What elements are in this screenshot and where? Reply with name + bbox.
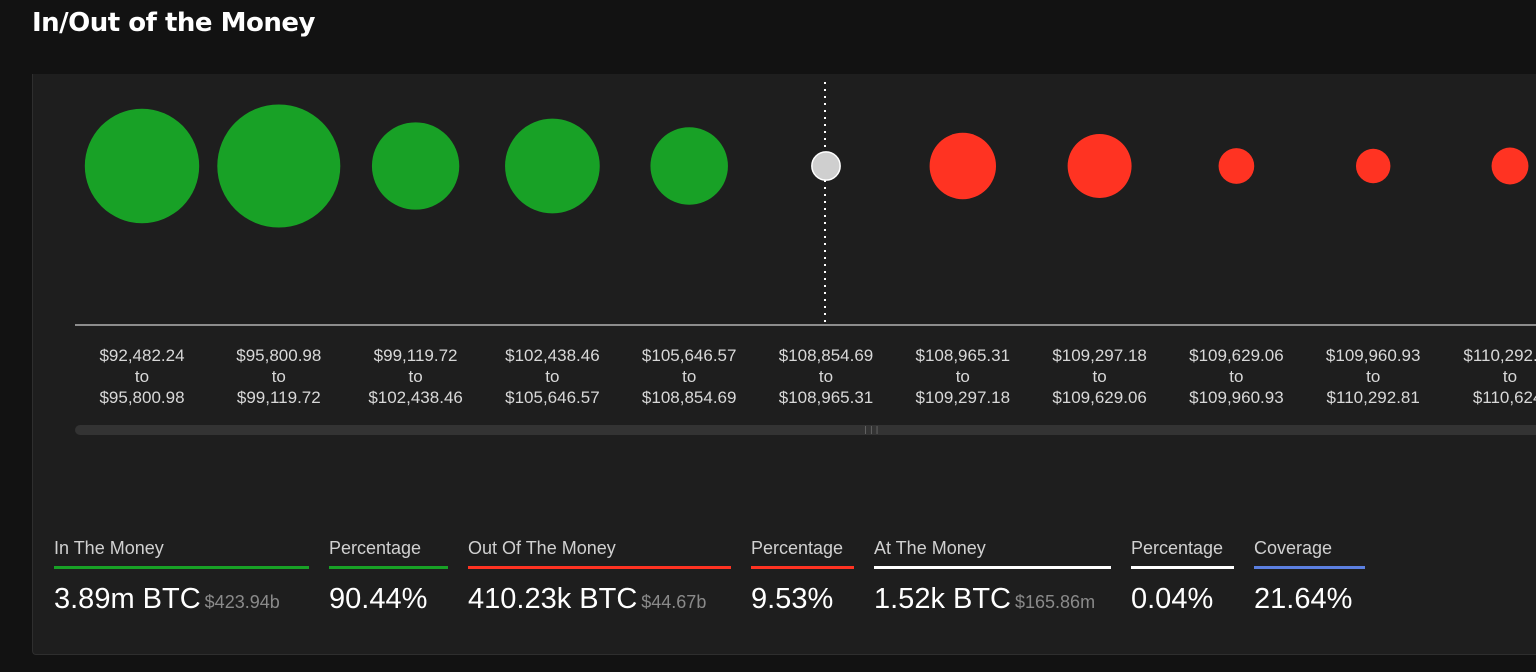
stat-value: 21.64% xyxy=(1254,583,1365,616)
bubble-chart: $92,482.24 to $95,800.98 $95,800.98 to $99,11… xyxy=(75,82,1536,407)
stat-label: In The Money xyxy=(54,538,164,558)
stat-value-main: 21.64% xyxy=(1254,583,1353,615)
stat-label: Coverage xyxy=(1254,538,1333,558)
stat-value-usd: $423.94b xyxy=(204,592,280,612)
range-to-label: $109,629.06 xyxy=(1052,388,1147,407)
range-from-label: $99,119.72 xyxy=(374,346,458,365)
range-connector: to xyxy=(545,367,559,386)
stat-value: 1.52k BTC $165.86m xyxy=(874,583,1111,616)
horizontal-scrollbar[interactable]: ||| xyxy=(75,425,1536,435)
bubble-in xyxy=(84,108,200,224)
range-connector: to xyxy=(1503,367,1517,386)
bubble-in xyxy=(505,118,600,214)
range-connector: to xyxy=(1093,367,1107,386)
range-from-label: $108,965.31 xyxy=(916,346,1011,365)
range-to-label: $99,119.72 xyxy=(237,388,321,407)
stat-value-main: 9.53% xyxy=(751,583,834,615)
stat-underline xyxy=(468,566,731,569)
bubble-out xyxy=(1355,148,1391,184)
stat-value-main: 410.23k BTC xyxy=(468,583,638,615)
scroll-grip-icon[interactable]: ||| xyxy=(863,425,881,434)
stat-label: Percentage xyxy=(329,538,422,558)
range-connector: to xyxy=(409,367,423,386)
stat-value-usd: $165.86m xyxy=(1015,592,1096,612)
range-to-label: $102,438.46 xyxy=(368,388,463,407)
range-from-label: $92,482.24 xyxy=(99,346,184,365)
stat-value: 0.04% xyxy=(1131,583,1234,616)
bubble-out xyxy=(1218,148,1255,184)
range-connector: to xyxy=(682,367,696,386)
stat-underline xyxy=(1131,566,1234,569)
range-from-label: $105,646.57 xyxy=(642,346,737,365)
stats-row: In The Money 3.89m BTC $423.94b Percentage 9… xyxy=(54,538,1385,616)
range-connector: to xyxy=(135,367,149,386)
range-from-label: $109,297.18 xyxy=(1052,346,1147,365)
stat-value: 410.23k BTC $44.67b xyxy=(468,583,731,616)
bubble-out xyxy=(1067,134,1132,198)
range-to-label: $108,854.69 xyxy=(642,388,737,407)
bubble-at xyxy=(811,151,841,181)
range-from-label: $102,438.46 xyxy=(505,346,600,365)
range-from-label: $108,854.69 xyxy=(779,346,874,365)
stat-percentage: Percentage 90.44% xyxy=(329,538,448,616)
bubble-out xyxy=(929,132,997,200)
stat-value: 9.53% xyxy=(751,583,854,616)
stat-label: Percentage xyxy=(751,538,844,558)
stat-underline xyxy=(329,566,448,569)
stat-coverage: Coverage 21.64% xyxy=(1254,538,1365,616)
stat-in-the-money: In The Money 3.89m BTC $423.94b xyxy=(54,538,309,616)
range-from-label: $110,292.81 xyxy=(1463,346,1536,365)
stat-value-main: 3.89m BTC xyxy=(54,583,201,615)
iomap-panel: $92,482.24 to $95,800.98 $95,800.98 to $99,11… xyxy=(32,74,1536,655)
stat-label: Out Of The Money xyxy=(468,538,616,558)
stat-underline xyxy=(54,566,309,569)
page-title: In/Out of the Money xyxy=(32,8,315,38)
stat-value: 90.44% xyxy=(329,583,448,616)
stat-label: Percentage xyxy=(1131,538,1224,558)
stat-value: 3.89m BTC $423.94b xyxy=(54,583,309,616)
stat-value-usd: $44.67b xyxy=(641,592,707,612)
stat-at-the-money: At The Money 1.52k BTC $165.86m xyxy=(874,538,1111,616)
stat-value-main: 1.52k BTC xyxy=(874,583,1011,615)
range-to-label: $109,960.93 xyxy=(1189,388,1284,407)
range-to-label: $105,646.57 xyxy=(505,388,600,407)
range-connector: to xyxy=(956,367,970,386)
stat-value-main: 90.44% xyxy=(329,583,428,615)
range-to-label: $109,297.18 xyxy=(916,388,1011,407)
range-to-label: $110,624. xyxy=(1473,388,1536,407)
range-to-label: $110,292.81 xyxy=(1327,388,1420,407)
stat-out-of-the-money: Out Of The Money 410.23k BTC $44.67b xyxy=(468,538,731,616)
range-from-label: $95,800.98 xyxy=(236,346,321,365)
stat-value-main: 0.04% xyxy=(1131,583,1214,615)
range-connector: to xyxy=(819,367,833,386)
stat-label: At The Money xyxy=(874,538,986,558)
stat-percentage: Percentage 9.53% xyxy=(751,538,854,616)
bubble-in xyxy=(371,122,460,210)
range-to-label: $108,965.31 xyxy=(779,388,874,407)
bubble-in xyxy=(650,127,728,205)
stat-underline xyxy=(751,566,854,569)
bubble-in xyxy=(217,104,341,228)
range-from-label: $109,960.93 xyxy=(1326,346,1421,365)
stat-underline xyxy=(1254,566,1365,569)
range-from-label: $109,629.06 xyxy=(1189,346,1284,365)
range-to-label: $95,800.98 xyxy=(99,388,184,407)
range-connector: to xyxy=(1229,367,1243,386)
bubble-out xyxy=(1491,147,1529,185)
stat-underline xyxy=(874,566,1111,569)
range-connector: to xyxy=(272,367,286,386)
stat-percentage: Percentage 0.04% xyxy=(1131,538,1234,616)
range-connector: to xyxy=(1366,367,1380,386)
